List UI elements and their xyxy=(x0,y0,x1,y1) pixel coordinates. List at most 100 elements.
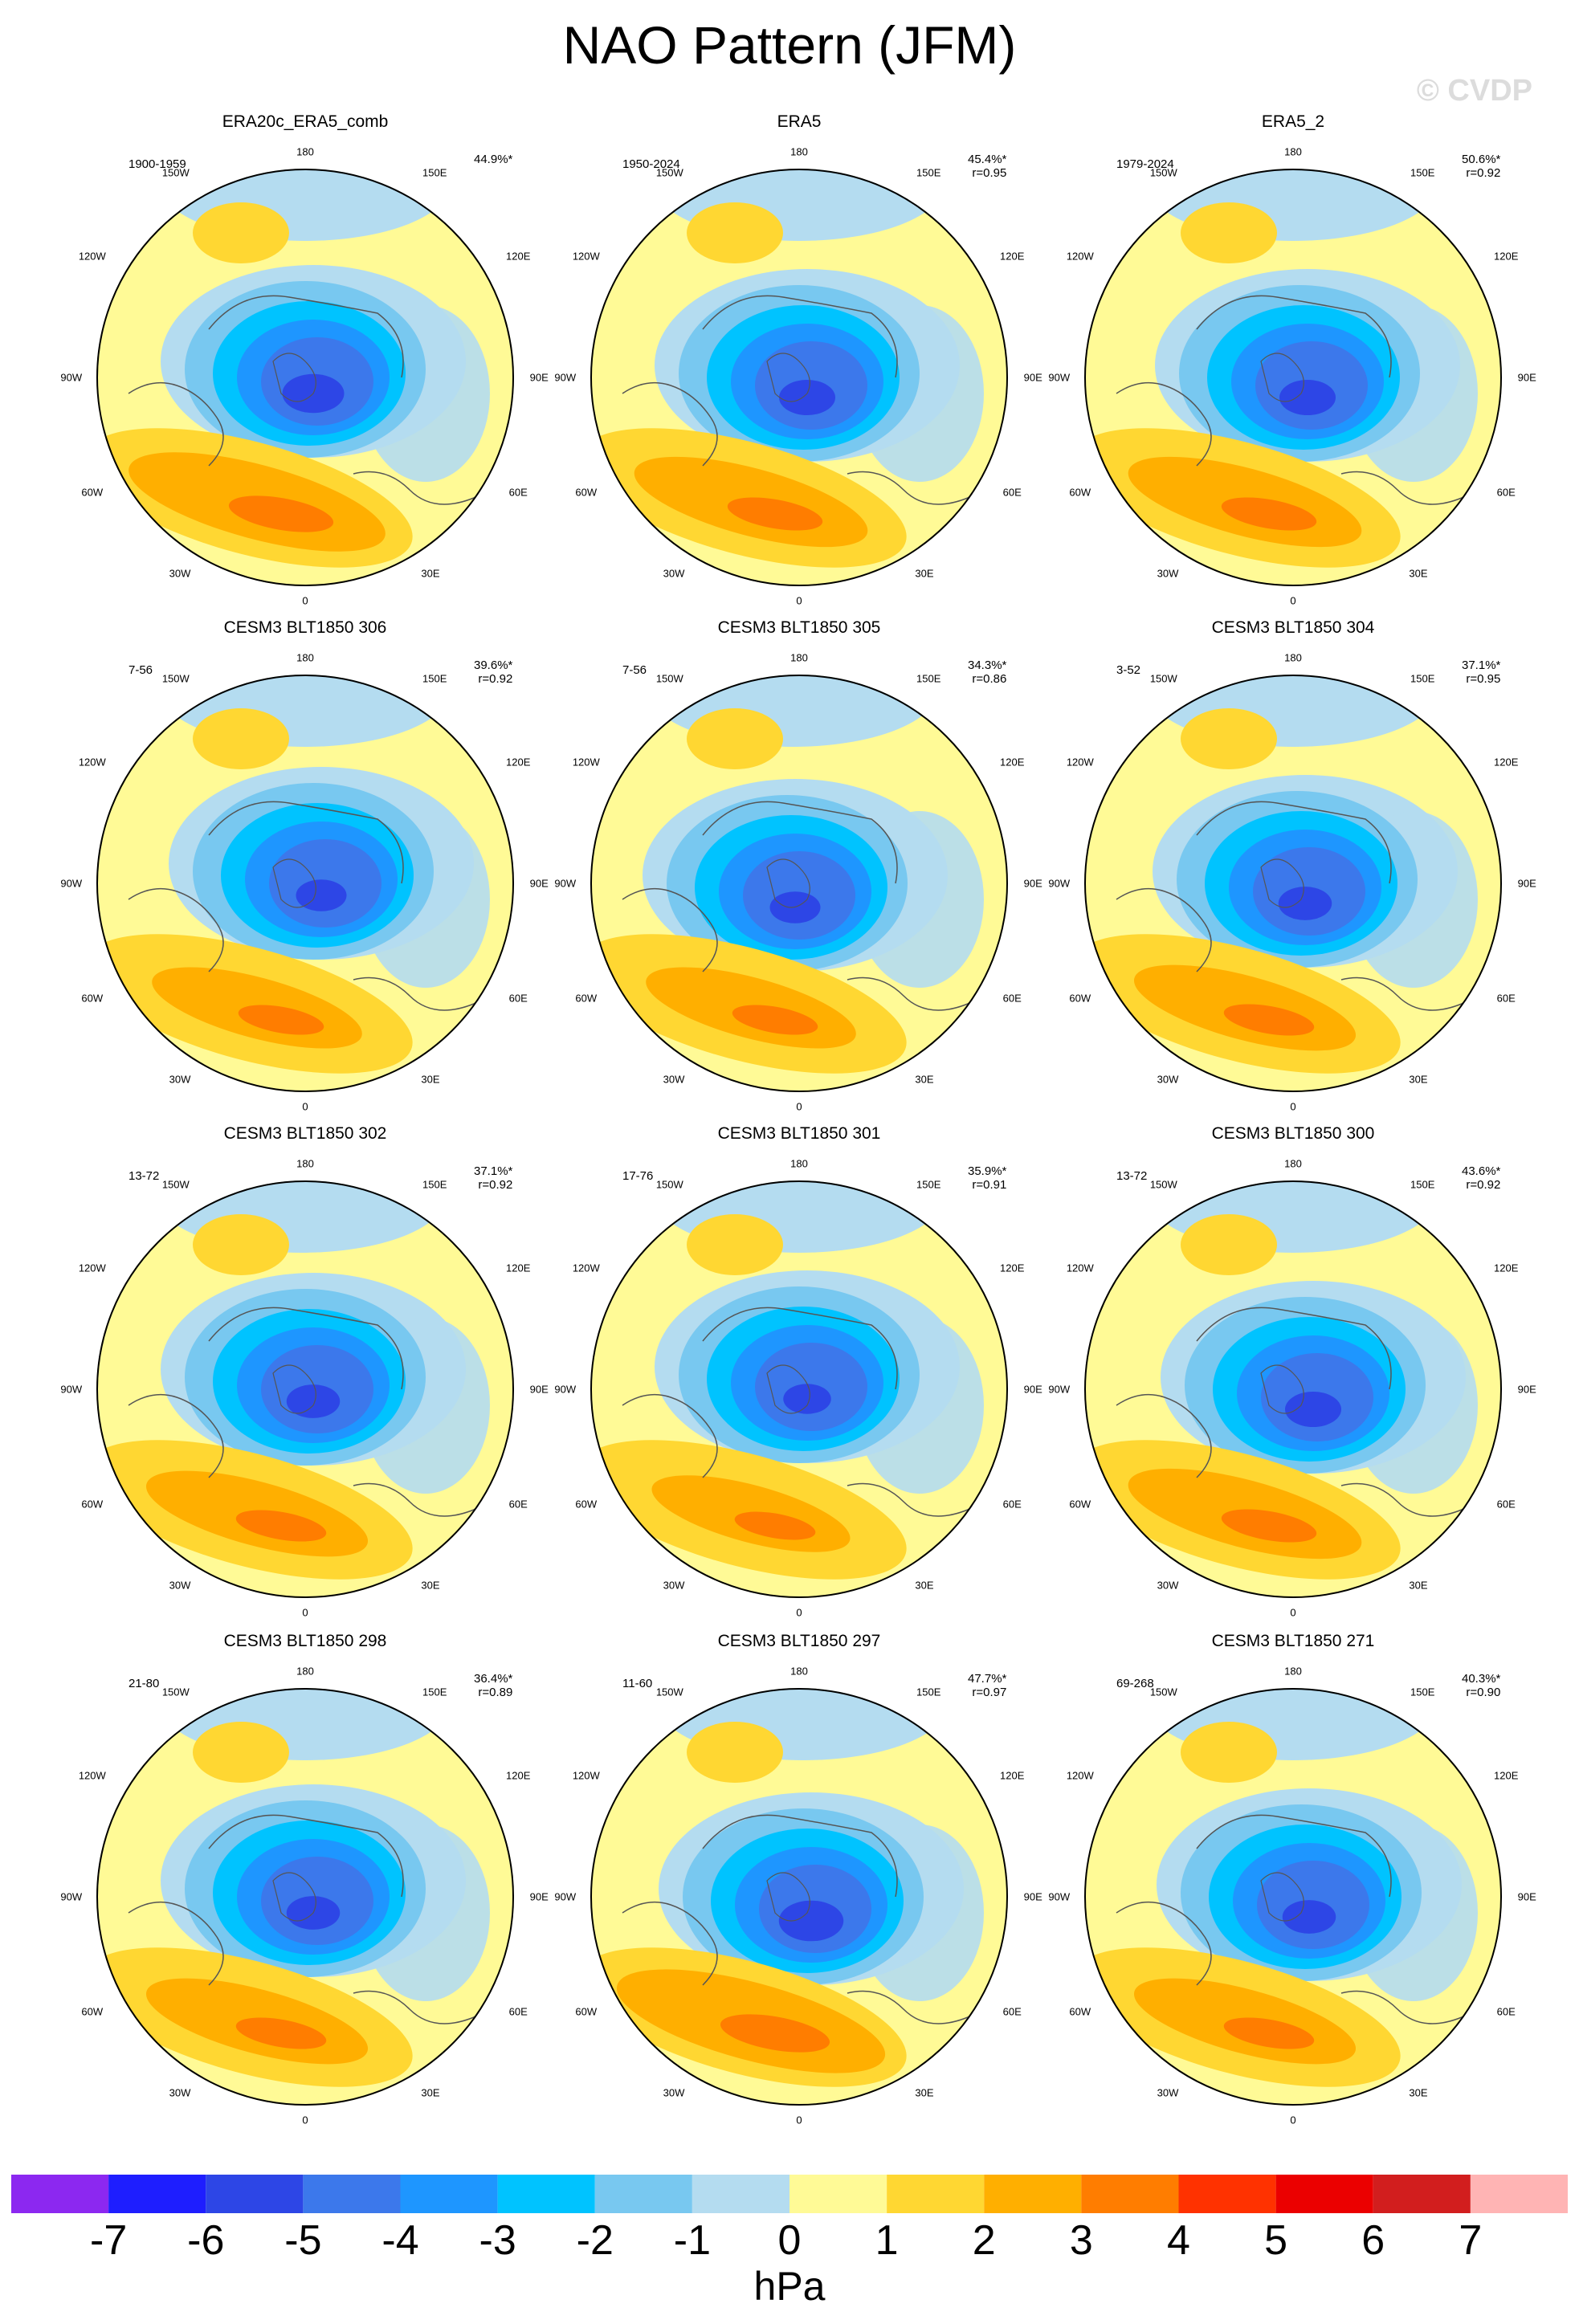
panel-stats: 34.3%* r=0.86 xyxy=(968,658,1006,686)
longitude-label: 120W xyxy=(78,250,106,263)
longitude-label: 120E xyxy=(1000,1262,1025,1274)
colorbar-swatch xyxy=(594,2175,692,2213)
panel-title: CESM3 BLT1850 297 xyxy=(717,1632,881,1650)
longitude-label: 30W xyxy=(1157,1073,1179,1086)
longitude-label: 0 xyxy=(302,1606,308,1619)
longitude-label: 0 xyxy=(302,594,308,607)
panel-period: 11-60 xyxy=(622,1677,653,1690)
longitude-label: 180 xyxy=(1284,145,1302,158)
longitude-label: 90W xyxy=(554,1383,577,1396)
longitude-label: 150E xyxy=(1410,672,1435,685)
longitude-label: 0 xyxy=(1290,594,1296,607)
colorbar-swatch xyxy=(1178,2175,1276,2213)
colorbar-swatch xyxy=(887,2175,985,2213)
longitude-label: 120E xyxy=(1000,1769,1025,1782)
longitude-label: 120W xyxy=(78,1769,106,1782)
longitude-label: 120W xyxy=(78,1262,106,1274)
longitude-label: 0 xyxy=(796,2114,802,2126)
polar-map xyxy=(590,1688,1008,2106)
panel-period: 3-52 xyxy=(1116,663,1141,677)
map-panel: CESM3 BLT1850 304 3-52 37.1%* r=0.95 180 0 150… xyxy=(1044,618,1542,1113)
longitude-label: 120W xyxy=(572,1769,600,1782)
longitude-label: 90E xyxy=(529,1890,549,1903)
longitude-label: 150W xyxy=(161,1686,190,1698)
colorbar-swatch xyxy=(692,2175,790,2213)
longitude-label: 90E xyxy=(1023,1890,1042,1903)
figure-title: NAO Pattern (JFM) xyxy=(562,15,1017,75)
longitude-label: 90E xyxy=(529,877,549,890)
polar-map xyxy=(1084,1688,1502,2106)
longitude-label: 120W xyxy=(572,250,600,263)
longitude-label: 60W xyxy=(575,486,598,499)
longitude-label: 150E xyxy=(422,1686,447,1698)
panel-title: CESM3 BLT1850 301 xyxy=(717,1124,881,1143)
longitude-label: 60E xyxy=(508,2005,528,2018)
longitude-label: 30W xyxy=(169,2086,191,2099)
longitude-label: 120E xyxy=(1000,250,1025,263)
panel-title: CESM3 BLT1850 304 xyxy=(1211,618,1375,637)
longitude-label: 90W xyxy=(60,1383,83,1396)
panel-period: 1900-1959 xyxy=(129,157,186,171)
pattern-correlation: r=0.97 xyxy=(972,1686,1007,1699)
longitude-label: 90E xyxy=(1023,1383,1042,1396)
longitude-label: 60W xyxy=(575,1498,598,1511)
colorbar-tick-label: -1 xyxy=(673,2217,711,2264)
longitude-label: 90W xyxy=(554,877,577,890)
colorbar-swatch xyxy=(1470,2175,1568,2213)
longitude-label: 90W xyxy=(60,877,83,890)
longitude-label: 90E xyxy=(1023,371,1042,384)
variance-explained: 37.1%* xyxy=(474,1164,513,1178)
map-panel: CESM3 BLT1850 302 13-72 37.1%* r=0.92 180 0 15… xyxy=(56,1124,554,1619)
map-panel: ERA5_2 1979-2024 50.6%* r=0.92 180 0 150W 150E 1… xyxy=(1044,112,1542,607)
map-panel: ERA5 1950-2024 45.4%* r=0.95 180 0 150W 150E 120… xyxy=(550,112,1048,607)
panel-title: CESM3 BLT1850 300 xyxy=(1211,1124,1375,1143)
longitude-label: 30W xyxy=(1157,1579,1179,1592)
panel-stats: 37.1%* r=0.92 xyxy=(474,1164,512,1192)
longitude-label: 120W xyxy=(1066,1262,1094,1274)
colorbar-swatch xyxy=(984,2175,1082,2213)
longitude-label: 60E xyxy=(508,486,528,499)
longitude-label: 60W xyxy=(575,992,598,1005)
longitude-label: 90E xyxy=(1517,1383,1536,1396)
panel-period: 1950-2024 xyxy=(622,157,680,171)
panel-period: 13-72 xyxy=(1116,1169,1148,1183)
variance-explained: 47.7%* xyxy=(968,1672,1007,1686)
colorbar-tick-label: 4 xyxy=(1167,2217,1190,2264)
panel-stats: 37.1%* r=0.95 xyxy=(1462,658,1500,686)
polar-map xyxy=(96,1180,514,1598)
panel-period: 69-268 xyxy=(1116,1677,1154,1690)
longitude-label: 180 xyxy=(296,1665,314,1678)
polar-map xyxy=(96,169,514,586)
longitude-label: 0 xyxy=(796,1606,802,1619)
colorbar xyxy=(11,2175,1568,2213)
colorbar-tick-label: -2 xyxy=(576,2217,614,2264)
pattern-correlation: r=0.86 xyxy=(972,672,1007,686)
panel-title: ERA5 xyxy=(777,112,822,131)
colorbar-swatch xyxy=(497,2175,595,2213)
colorbar-swatch xyxy=(108,2175,206,2213)
variance-explained: 45.4%* xyxy=(968,153,1007,166)
longitude-label: 60W xyxy=(81,1498,104,1511)
colorbar-tick-label: 0 xyxy=(777,2217,802,2264)
panel-stats: 50.6%* r=0.92 xyxy=(1462,153,1500,180)
longitude-label: 0 xyxy=(1290,2114,1296,2126)
longitude-label: 90E xyxy=(1023,877,1042,890)
pattern-correlation: r=0.95 xyxy=(1466,672,1501,686)
pattern-correlation: r=0.92 xyxy=(478,672,513,686)
longitude-label: 180 xyxy=(296,1157,314,1170)
longitude-label: 30W xyxy=(1157,2086,1179,2099)
longitude-label: 30E xyxy=(915,2086,934,2099)
longitude-label: 0 xyxy=(796,594,802,607)
longitude-label: 60E xyxy=(1002,992,1022,1005)
colorbar-swatch xyxy=(11,2175,109,2213)
variance-explained: 39.6%* xyxy=(474,658,513,672)
colorbar-swatch xyxy=(1275,2175,1373,2213)
longitude-label: 120W xyxy=(78,756,106,769)
longitude-label: 30W xyxy=(169,567,191,580)
longitude-label: 150E xyxy=(916,166,941,179)
colorbar-swatch xyxy=(303,2175,401,2213)
longitude-label: 90E xyxy=(1517,371,1536,384)
longitude-label: 60W xyxy=(81,486,104,499)
pattern-correlation: r=0.89 xyxy=(478,1686,513,1699)
longitude-label: 30E xyxy=(915,1579,934,1592)
